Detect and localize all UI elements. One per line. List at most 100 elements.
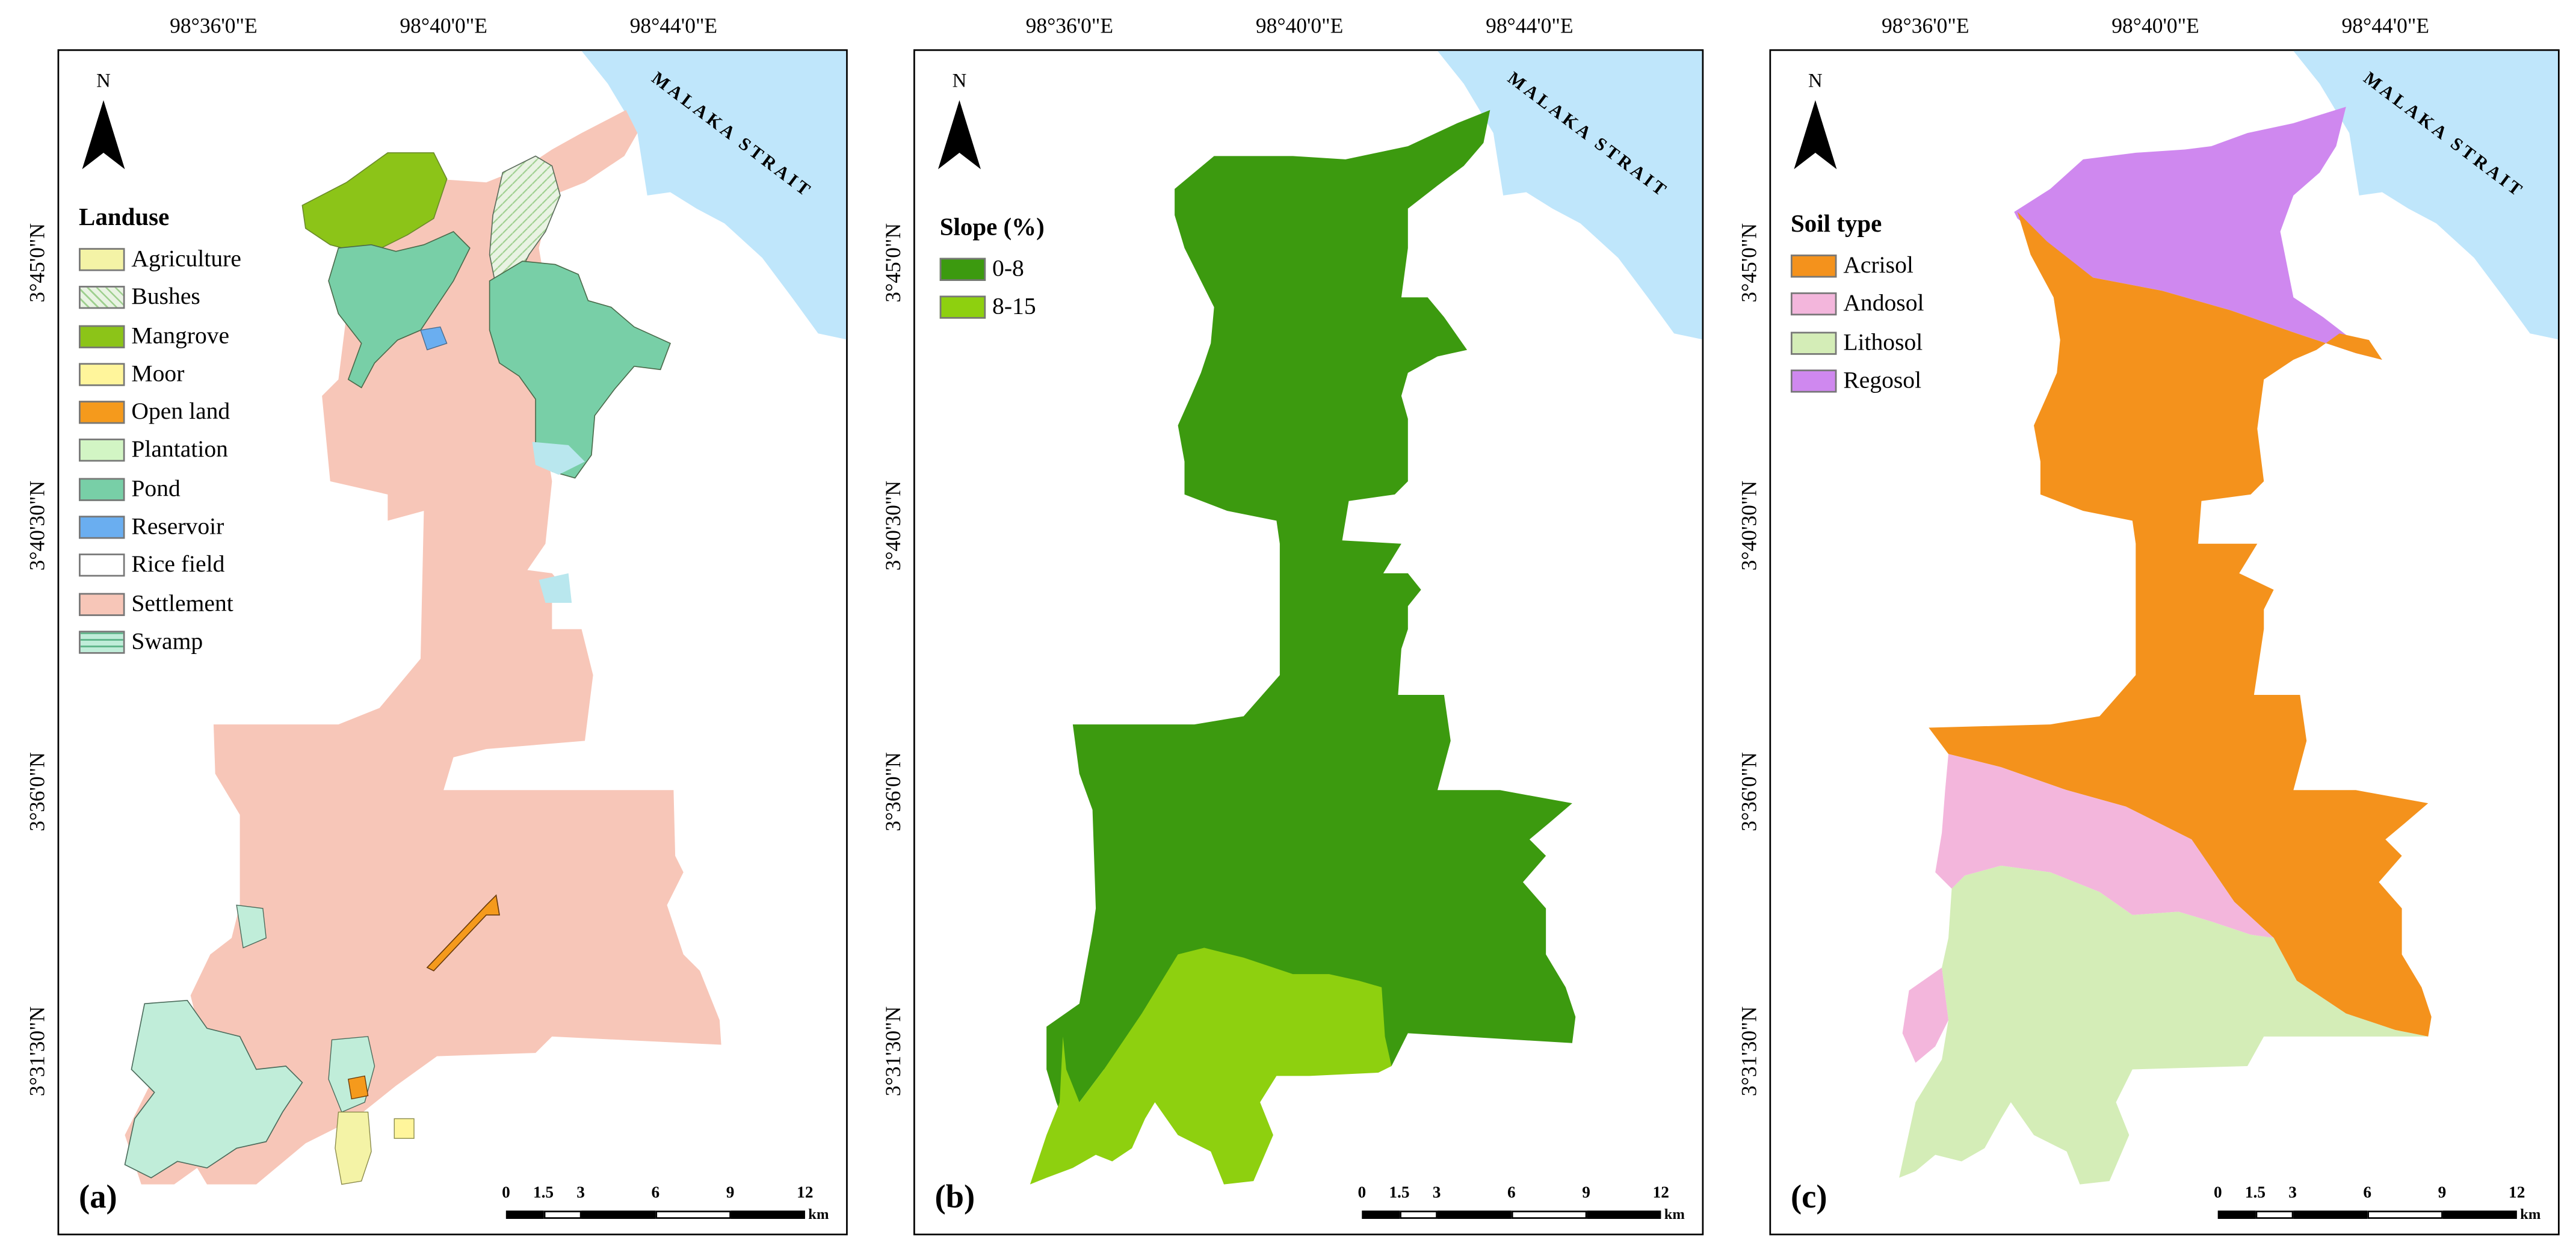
legend-item: Rice field [79, 549, 224, 588]
scale-unit: km [1664, 1206, 1685, 1223]
north-arrow-icon [937, 100, 981, 170]
legend-label: Rice field [131, 552, 225, 579]
slope-0-8-area [1046, 109, 1576, 1119]
settlement-area [125, 109, 721, 1185]
regosol-area [2014, 106, 2382, 360]
map-frame: MALAKA STRAIT N [57, 49, 848, 1236]
legend-item: Agriculture [79, 243, 241, 282]
scale-bar: 0 1.5 3 6 9 12 km [2214, 1184, 2540, 1227]
lat-label: 3°36'0"N [1736, 752, 1761, 831]
legend-swatch [939, 257, 986, 281]
lat-label: 3°45'0"N [1736, 223, 1761, 303]
legend: Landuse Agriculture Bushes Mangrove Moor Ope… [79, 205, 241, 664]
legend-item: Acrisol [1790, 250, 1913, 288]
sea-area [1437, 51, 1702, 340]
legend-title: Landuse [79, 205, 170, 232]
water-channel [532, 442, 585, 475]
scale-tick-label: 0 [1357, 1184, 1367, 1203]
scale-tick-label: 0 [2213, 1184, 2222, 1203]
sea-area [2293, 51, 2558, 340]
north-arrow: N [935, 69, 984, 173]
acrisol-area [1929, 212, 2432, 1037]
north-arrow: N [79, 69, 128, 173]
legend-swatch [79, 324, 125, 348]
lat-label: 3°36'0"N [880, 752, 906, 831]
legend-swatch [1790, 292, 1837, 316]
panel-label: (c) [1790, 1179, 1827, 1216]
scale-tick-label: 9 [726, 1184, 735, 1203]
scale-segment [1511, 1210, 1587, 1219]
lat-label: 3°31'30"N [1736, 1006, 1761, 1097]
panel-label: (b) [934, 1179, 975, 1216]
legend-swatch [79, 439, 125, 463]
lat-label: 3°40'30"N [1736, 480, 1761, 571]
lon-label: 98°44'0"E [629, 13, 718, 38]
legend-label: Open land [131, 399, 230, 426]
legend-title: Slope (%) [939, 215, 1045, 242]
scale-tick-label: 1.5 [2244, 1184, 2266, 1203]
lon-label: 98°40'0"E [1255, 13, 1344, 38]
scale-tick-label: 1.5 [533, 1184, 554, 1203]
legend-label: Andosol [1843, 291, 1924, 318]
legend-item: Plantation [79, 434, 228, 473]
lon-label: 98°44'0"E [2341, 13, 2430, 38]
legend-item: Regosol [1790, 365, 1921, 403]
scale-tick-label: 3 [2288, 1184, 2297, 1203]
legend-swatch [79, 592, 125, 615]
legend-label: Mangrove [131, 322, 230, 350]
north-label: N [96, 69, 111, 92]
north-arrow-icon [82, 100, 125, 170]
legend-items: 0-8 8-15 [939, 253, 1045, 329]
reservoir-patch [420, 326, 448, 351]
legend-item: Lithosol [1790, 326, 1923, 365]
legend-label: 8-15 [992, 294, 1036, 321]
lat-label: 3°31'30"N [880, 1006, 906, 1097]
legend-item: Open land [79, 396, 230, 435]
north-arrow: N [1791, 69, 1840, 173]
legend-label: Bushes [131, 285, 200, 311]
scale-tick-label: 3 [1432, 1184, 1441, 1203]
slope-map: MALAKA STRAIT [1030, 51, 1702, 1185]
legend-swatch [1790, 331, 1837, 354]
legend-label: Lithosol [1843, 329, 1923, 356]
scale-segment [1362, 1210, 1400, 1219]
pond-cluster-east [489, 261, 671, 479]
lon-label: 98°36'0"E [170, 13, 258, 38]
lat-label: 3°45'0"N [24, 223, 49, 303]
scale-segment [1586, 1210, 1661, 1219]
legend-label: Moor [131, 361, 185, 388]
map-frame: MALAKA STRAIT N Slope (%) 0-8 8-15 (b) 0 1… [913, 49, 1704, 1236]
north-arrow-icon [1794, 100, 1837, 170]
legend: Soil type Acrisol Andosol Lithosol Regosol [1790, 212, 1924, 403]
map-frame: MALAKA STRAIT N Soil type Acrisol Andosol… [1769, 49, 2560, 1236]
open-land-patch [426, 894, 500, 972]
water-channel [539, 573, 572, 603]
north-label: N [952, 69, 967, 92]
legend-label: Swamp [131, 629, 203, 656]
scale-tick-label: 1.5 [1389, 1184, 1410, 1203]
andosol-patch [1902, 967, 1949, 1063]
legend-label: 0-8 [992, 256, 1024, 283]
lon-label: 98°40'0"E [400, 13, 487, 38]
legend-swatch [1790, 369, 1837, 393]
legend-item: 0-8 [939, 253, 1045, 291]
scale-tick-label: 12 [797, 1184, 814, 1203]
legend-swatch [79, 477, 125, 501]
scale-segment [2367, 1210, 2442, 1219]
scale-segment [505, 1210, 544, 1219]
lon-label: 98°40'0"E [2111, 13, 2199, 38]
legend-label: Settlement [131, 591, 233, 617]
scale-unit: km [2520, 1206, 2541, 1223]
scale-segment [2255, 1210, 2293, 1219]
moor-patch [394, 1118, 415, 1139]
andosol-area [1935, 754, 2274, 939]
legend-label: Agriculture [131, 246, 241, 273]
sea-area [581, 51, 847, 340]
legend-item: Bushes [79, 282, 200, 320]
scale-bar: 0 1.5 3 6 9 12 km [502, 1184, 829, 1227]
legend-swatch [939, 296, 986, 319]
legend-item: Mangrove [79, 319, 229, 358]
mangrove-patch [301, 152, 448, 252]
lat-label: 3°31'30"N [24, 1006, 49, 1097]
